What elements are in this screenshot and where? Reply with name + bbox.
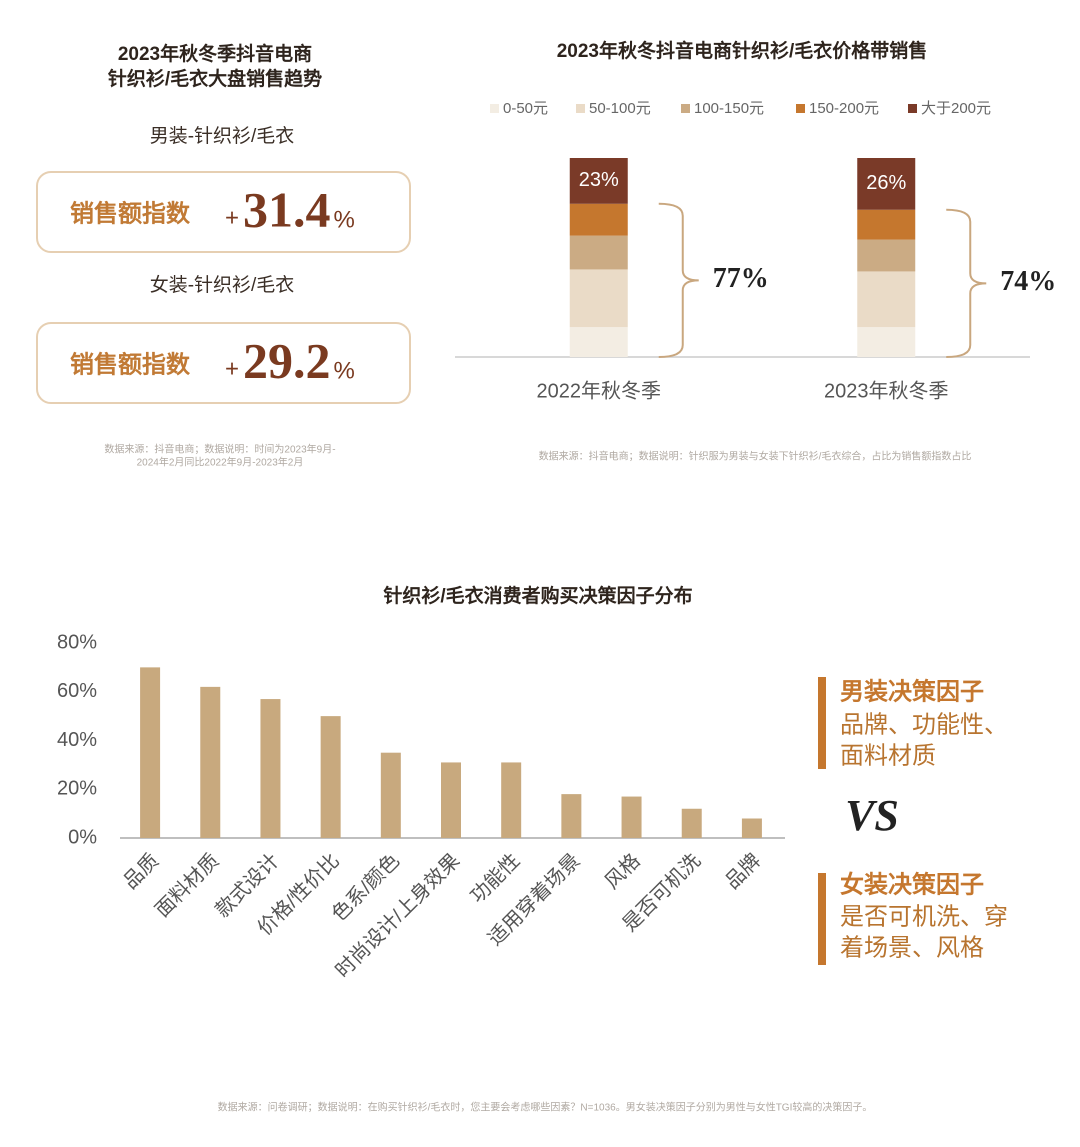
factor-text: 着场景、风格 <box>840 934 984 961</box>
bar <box>501 762 522 838</box>
factor-title: 男装决策因子 <box>840 677 984 705</box>
value-sign: + <box>225 355 239 382</box>
factor-text: 是否可机洗、穿 <box>840 903 1008 930</box>
factor-text: 面料材质 <box>840 742 936 769</box>
source-note: 数据来源：抖音电商；数据说明：针织服为男装与女装下针织衫/毛衣综合，占比为销售额… <box>539 450 972 463</box>
accent-bar <box>818 677 826 769</box>
bar <box>320 716 341 838</box>
value-sign: + <box>225 204 239 231</box>
bar-segment <box>569 158 628 204</box>
card-label: 销售额指数 <box>70 199 191 227</box>
legend-swatch <box>796 104 805 113</box>
x-tick-label: 2023年秋冬季 <box>824 379 949 402</box>
x-tick-label: 2022年秋冬季 <box>537 379 662 402</box>
source-note: 数据来源：问卷调研；数据说明：在购买针织衫/毛衣时，您主要会考虑哪些因素？N=1… <box>218 1101 873 1114</box>
legend-swatch <box>681 104 690 113</box>
legend-label: 150-200元 <box>809 100 879 117</box>
bar-segment <box>857 239 916 272</box>
kpi-value: 29.2 <box>243 332 331 388</box>
x-tick-label: 品质 <box>119 849 164 894</box>
legend-swatch <box>490 104 499 113</box>
legend-label: 大于200元 <box>921 100 991 117</box>
legend-label: 100-150元 <box>694 100 764 117</box>
legend-swatch <box>908 104 917 113</box>
chart-title: 2023年秋冬抖音电商针织衫/毛衣价格带销售 <box>557 39 928 62</box>
legend-label: 0-50元 <box>503 100 548 117</box>
accent-bar <box>818 873 826 965</box>
card-heading: 男装-针织衫/毛衣 <box>150 125 295 147</box>
chart-title: 针织衫/毛衣消费者购买决策因子分布 <box>383 584 692 607</box>
x-tick-label: 品牌 <box>721 849 766 894</box>
card-label: 销售额指数 <box>70 350 191 378</box>
bar <box>681 808 702 838</box>
legend-label: 50-100元 <box>589 100 651 117</box>
bar-segment <box>857 327 916 357</box>
bar <box>380 752 401 838</box>
bar <box>200 686 221 838</box>
y-tick-label: 0% <box>68 826 97 848</box>
legend-swatch <box>576 104 585 113</box>
bar-segment <box>857 209 916 240</box>
y-tick-label: 60% <box>57 680 97 702</box>
x-tick-label: 风格 <box>600 849 645 894</box>
bar <box>741 818 762 838</box>
value-unit: % <box>334 206 355 233</box>
panel-title: 针织衫/毛衣大盘销售趋势 <box>108 67 322 90</box>
x-tick-label: 功能性 <box>466 849 525 908</box>
kpi-value: 31.4 <box>243 181 331 237</box>
panel-title: 2023年秋冬季抖音电商 <box>118 42 312 65</box>
y-tick-label: 20% <box>57 778 97 800</box>
factor-title: 女装决策因子 <box>840 870 984 898</box>
bar <box>621 796 642 838</box>
bar-segment <box>569 235 628 270</box>
bar <box>441 762 461 838</box>
bar-segment <box>569 269 628 328</box>
bar <box>260 699 281 838</box>
bar-segment <box>857 271 916 328</box>
bar <box>561 794 582 838</box>
source-note: 2024年2月同比2022年9月-2023年2月 <box>137 456 304 469</box>
source-note: 数据来源：抖音电商；数据说明：时间为2023年9月- <box>104 443 335 456</box>
value-unit: % <box>334 357 355 384</box>
x-tick-label: 面料材质 <box>151 849 224 922</box>
y-tick-label: 80% <box>57 631 97 653</box>
bracket-label: 77% <box>713 263 769 294</box>
factor-text: 品牌、功能性、 <box>840 711 1008 738</box>
bracket <box>658 202 699 358</box>
vs-label: VS <box>845 791 899 840</box>
value-label: 23% <box>579 169 619 191</box>
bracket <box>946 208 987 358</box>
card <box>36 322 411 404</box>
bar-segment <box>857 158 916 210</box>
y-tick-label: 40% <box>57 729 97 751</box>
bar-segment <box>569 203 628 236</box>
card-heading: 女装-针织衫/毛衣 <box>150 274 295 296</box>
bar-segment <box>569 327 628 357</box>
card <box>36 171 411 253</box>
bracket-label: 74% <box>1000 266 1056 297</box>
value-label: 26% <box>866 172 906 194</box>
bar <box>140 667 161 838</box>
